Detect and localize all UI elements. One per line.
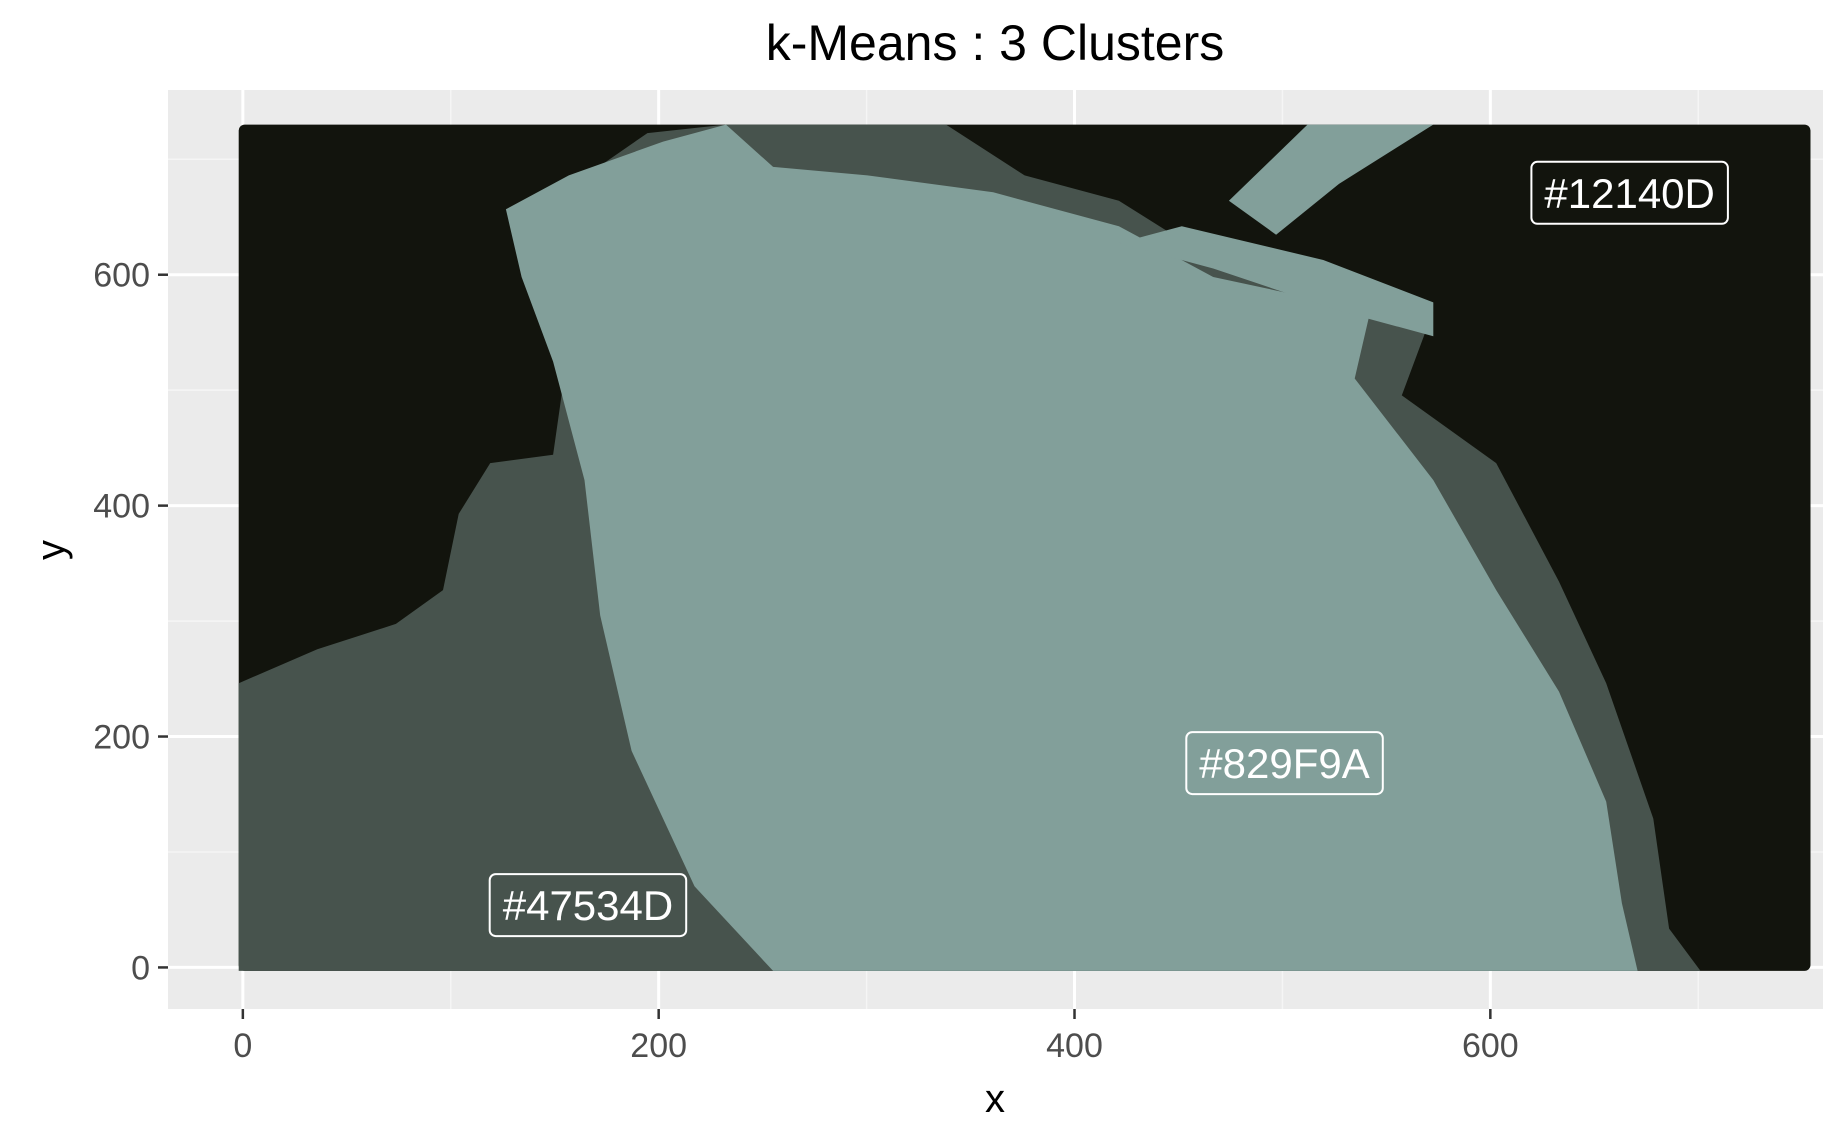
y-tick-label: 200 [93,719,150,757]
cluster-labels: #12140D #47534D #829F9A [488,160,1729,938]
x-tick-label: 400 [1046,1027,1103,1065]
cluster-label-box [1530,160,1729,225]
cluster-label-text: #47534D [503,882,673,929]
y-axis-label: y [29,540,73,560]
cluster-label-box [488,873,688,938]
cluster-label-box [1185,731,1384,796]
cluster-label: #829F9A [1185,731,1384,796]
cluster-label: #47534D [488,873,688,938]
cluster-label: #12140D [1530,160,1729,225]
shoelace-loop [1228,124,1434,235]
cluster-label-text: #12140D [1544,170,1714,217]
shoelace-loop [1118,226,1434,337]
axis-ticks: 0 200 400 600 0 200 400 600 [93,257,1518,1065]
x-tick-label: 0 [233,1027,252,1065]
y-tick-label: 400 [93,488,150,526]
cluster-label-text: #829F9A [1199,740,1369,787]
y-tick-label: 0 [131,949,150,987]
x-tick-label: 200 [630,1027,687,1065]
y-tick-label: 600 [93,257,150,295]
clustered-image [238,124,1811,971]
x-tick-label: 600 [1462,1027,1519,1065]
x-axis-label: x [985,1077,1005,1121]
chart-title: k-Means : 3 Clusters [766,15,1224,71]
